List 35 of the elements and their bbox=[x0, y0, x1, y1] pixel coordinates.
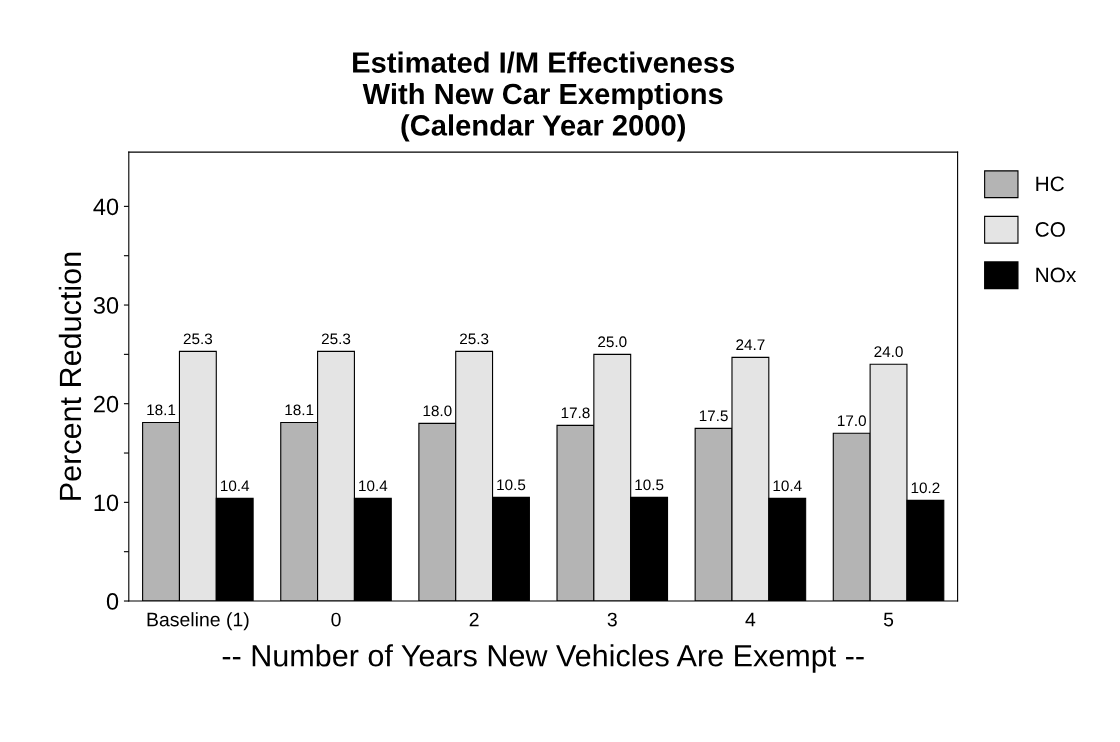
y-tick-label: 40 bbox=[93, 198, 119, 216]
data-label: 18.1 bbox=[147, 404, 176, 416]
data-label: 10.4 bbox=[221, 480, 250, 492]
x-tick-label: 0 bbox=[331, 612, 341, 627]
chart-title: Estimated I/M Effectiveness With New Car Exemptions (Calendar Year 2000) bbox=[353, 51, 735, 142]
x-tick-label: Baseline (1) bbox=[147, 612, 249, 631]
data-label: 10.5 bbox=[497, 479, 526, 491]
data-label: 24.7 bbox=[736, 339, 765, 350]
y-tick-label: 10 bbox=[94, 494, 119, 512]
data-label: 18.1 bbox=[285, 404, 314, 416]
data-label: 17.8 bbox=[561, 407, 590, 419]
data-label: 17.0 bbox=[838, 415, 866, 427]
data-label: 25.0 bbox=[598, 336, 627, 348]
legend-label: CO bbox=[1035, 222, 1065, 237]
x-tick-label: 3 bbox=[607, 612, 617, 627]
y-tick-label: 20 bbox=[94, 395, 119, 413]
x-tick-label: 4 bbox=[745, 612, 756, 627]
data-label: 10.5 bbox=[635, 479, 664, 491]
legend-label: NOx bbox=[1036, 267, 1077, 283]
data-label: 17.5 bbox=[699, 410, 728, 422]
data-label: 25.3 bbox=[183, 333, 213, 345]
data-label: 10.4 bbox=[359, 480, 388, 492]
data-label: 25.3 bbox=[460, 333, 489, 345]
x-axis-title: -- Number of Years New Vehicles Are Exempt -- bbox=[222, 644, 864, 673]
data-label: 10.2 bbox=[911, 482, 940, 494]
y-axis-title: Percent Reduction bbox=[58, 252, 82, 500]
y-tick-label: 0 bbox=[106, 593, 119, 610]
x-tick-label: 5 bbox=[883, 612, 894, 627]
y-tick-label: 30 bbox=[93, 297, 119, 314]
data-label: 10.4 bbox=[773, 480, 802, 492]
data-label: 18.0 bbox=[423, 405, 452, 417]
legend-label: HC bbox=[1036, 176, 1064, 192]
data-label: 25.3 bbox=[321, 333, 351, 345]
data-label: 24.0 bbox=[874, 346, 903, 358]
x-tick-label: 2 bbox=[469, 612, 479, 627]
